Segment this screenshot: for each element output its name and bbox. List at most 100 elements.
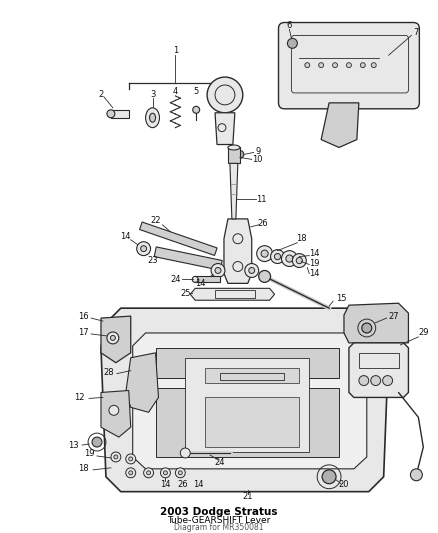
Text: 18: 18 [296, 234, 307, 243]
Circle shape [180, 448, 190, 458]
Text: 28: 28 [104, 368, 114, 377]
Circle shape [274, 254, 281, 260]
Circle shape [322, 470, 336, 484]
FancyBboxPatch shape [279, 22, 419, 109]
Text: 14: 14 [120, 232, 131, 241]
Circle shape [111, 452, 121, 462]
Polygon shape [101, 391, 131, 437]
Circle shape [109, 406, 119, 415]
Circle shape [107, 332, 119, 344]
Text: 1: 1 [173, 46, 178, 55]
Circle shape [296, 257, 303, 264]
Circle shape [129, 457, 133, 461]
Circle shape [359, 376, 369, 385]
Polygon shape [349, 343, 409, 398]
Polygon shape [224, 219, 252, 284]
Bar [205, 398, 299, 447]
Circle shape [305, 63, 310, 68]
Text: 15: 15 [336, 294, 346, 303]
Ellipse shape [149, 114, 155, 122]
Text: 5: 5 [194, 87, 199, 96]
Circle shape [215, 268, 221, 273]
Text: 7: 7 [413, 28, 419, 37]
Circle shape [236, 150, 244, 158]
Polygon shape [215, 113, 235, 144]
Text: 27: 27 [388, 312, 399, 321]
Circle shape [141, 246, 147, 252]
Text: 19: 19 [84, 449, 94, 458]
Circle shape [126, 468, 136, 478]
Circle shape [286, 255, 293, 262]
Text: 14: 14 [309, 269, 319, 278]
Circle shape [383, 376, 392, 385]
Text: 20: 20 [339, 480, 349, 489]
Polygon shape [154, 247, 222, 270]
Circle shape [293, 254, 306, 268]
Circle shape [129, 471, 133, 475]
Text: 16: 16 [78, 312, 88, 321]
Circle shape [259, 270, 271, 282]
Circle shape [319, 63, 324, 68]
Circle shape [249, 268, 255, 273]
Circle shape [144, 468, 154, 478]
Text: 29: 29 [418, 328, 428, 337]
Circle shape [332, 63, 338, 68]
Text: Tube-GEARSHIFT Lever: Tube-GEARSHIFT Lever [167, 516, 271, 525]
Circle shape [261, 250, 268, 257]
Text: 25: 25 [180, 289, 191, 298]
Polygon shape [230, 163, 238, 219]
Ellipse shape [228, 145, 240, 150]
Text: 18: 18 [78, 464, 88, 473]
Text: 14: 14 [160, 480, 171, 489]
Polygon shape [321, 103, 359, 148]
Text: 10: 10 [252, 155, 263, 164]
Polygon shape [111, 110, 129, 118]
Circle shape [107, 110, 115, 118]
Circle shape [287, 38, 297, 49]
Text: 14: 14 [193, 480, 203, 489]
Polygon shape [228, 148, 240, 163]
Text: 14: 14 [309, 249, 319, 258]
Text: 19: 19 [309, 259, 319, 268]
Text: 17: 17 [78, 328, 88, 337]
Text: 22: 22 [150, 216, 161, 225]
Text: 2: 2 [99, 91, 104, 100]
Text: 13: 13 [68, 441, 78, 449]
Polygon shape [101, 308, 389, 491]
Text: 26: 26 [177, 480, 187, 489]
Circle shape [211, 263, 225, 277]
Circle shape [147, 471, 151, 475]
Circle shape [175, 468, 185, 478]
Circle shape [163, 471, 167, 475]
Text: 9: 9 [255, 147, 260, 156]
Polygon shape [140, 222, 217, 255]
Text: 6: 6 [287, 21, 292, 30]
Text: 2003 Dodge Stratus: 2003 Dodge Stratus [160, 507, 278, 518]
Text: 11: 11 [256, 195, 267, 204]
Circle shape [126, 454, 136, 464]
Circle shape [137, 241, 151, 256]
Circle shape [346, 63, 351, 68]
Polygon shape [133, 333, 367, 469]
Polygon shape [101, 316, 131, 363]
Polygon shape [155, 348, 339, 377]
Text: 21: 21 [243, 492, 253, 501]
Polygon shape [185, 358, 309, 452]
Polygon shape [195, 277, 220, 282]
Text: 3: 3 [150, 91, 155, 100]
Circle shape [114, 455, 118, 459]
Circle shape [178, 471, 182, 475]
Polygon shape [126, 353, 159, 413]
Circle shape [282, 251, 297, 266]
Circle shape [207, 77, 243, 113]
Polygon shape [344, 303, 409, 343]
Text: 26: 26 [258, 220, 268, 228]
Circle shape [92, 437, 102, 447]
Circle shape [160, 468, 170, 478]
Text: 24: 24 [170, 275, 180, 284]
Text: 24: 24 [215, 458, 225, 467]
Circle shape [362, 323, 372, 333]
Circle shape [371, 376, 381, 385]
Circle shape [245, 263, 259, 277]
Text: 23: 23 [147, 256, 158, 265]
